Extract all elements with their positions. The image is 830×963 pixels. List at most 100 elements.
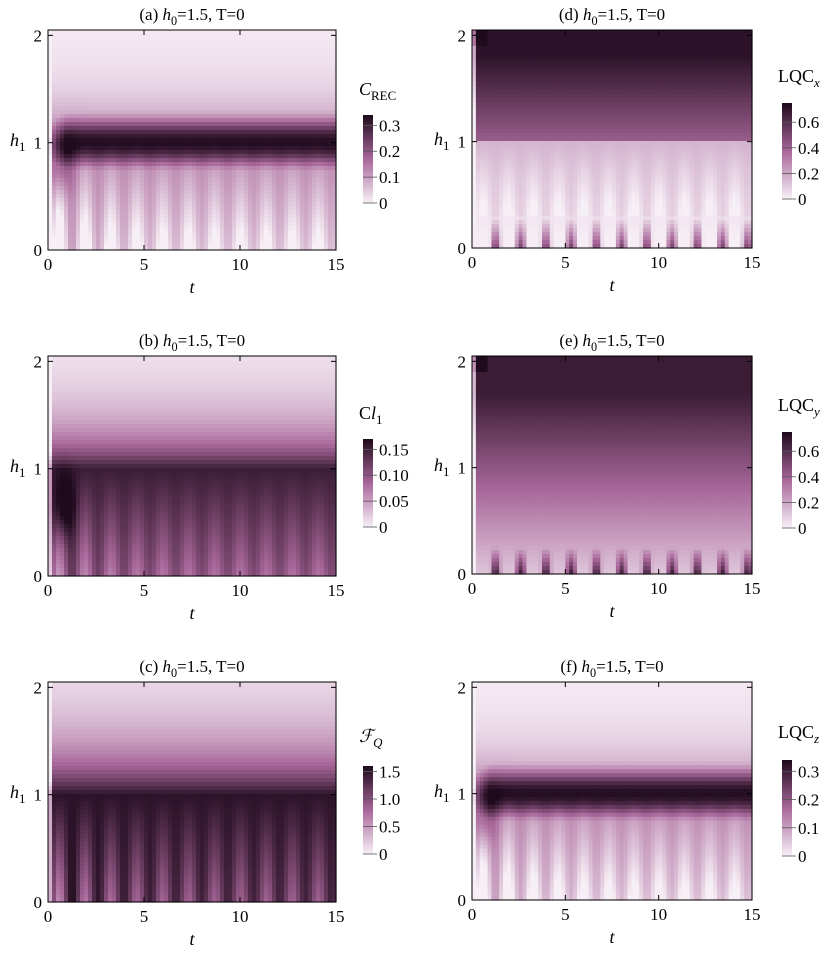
heatmap-cell [88, 206, 93, 211]
heatmap-cell [276, 110, 281, 115]
heatmap-cell [272, 54, 277, 59]
heatmap-cell [72, 214, 77, 219]
heatmap-cell [48, 38, 53, 43]
heatmap-cell [284, 54, 289, 59]
heatmap-cell [212, 242, 217, 247]
heatmap-cell [68, 126, 73, 131]
heatmap-cell [108, 408, 113, 413]
heatmap-cell [236, 134, 241, 139]
heatmap-cell [60, 78, 65, 83]
heatmap-cell [64, 226, 69, 231]
heatmap-cell [312, 94, 317, 99]
heatmap-cell [52, 58, 57, 63]
heatmap-cell [132, 110, 137, 115]
heatmap-cell [84, 230, 89, 235]
heatmap-cell [120, 58, 125, 63]
heatmap-cell [128, 234, 133, 239]
heatmap-cell [180, 138, 185, 143]
heatmap-cell [224, 118, 229, 123]
heatmap-cell [160, 58, 165, 63]
heatmap-cell [60, 532, 65, 537]
heatmap-cell [284, 114, 289, 119]
heatmap-cell [316, 162, 321, 167]
heatmap-cell [100, 500, 105, 505]
heatmap-cell [296, 202, 301, 207]
heatmap-cell [316, 138, 321, 143]
heatmap-cell [136, 142, 141, 147]
heatmap-cell [172, 218, 177, 223]
heatmap-cell [328, 66, 333, 71]
heatmap-cell [256, 82, 261, 87]
heatmap-cell [88, 38, 93, 43]
heatmap-cell [188, 114, 193, 119]
heatmap-cell [320, 110, 325, 115]
heatmap-cell [188, 146, 193, 151]
heatmap-cell [156, 214, 161, 219]
heatmap-cell [176, 174, 181, 179]
heatmap-cell [96, 226, 101, 231]
heatmap-cell [280, 118, 285, 123]
heatmap-cell [80, 552, 85, 557]
heatmap-cell [116, 70, 121, 75]
heatmap-cell [168, 218, 173, 223]
heatmap-cell [252, 202, 257, 207]
heatmap-cell [288, 94, 293, 99]
heatmap-cell [328, 202, 333, 207]
heatmap-cell [192, 206, 197, 211]
heatmap-cell [240, 46, 245, 51]
heatmap-cell [196, 210, 201, 215]
heatmap-cell [84, 70, 89, 75]
heatmap-cell [56, 158, 61, 163]
heatmap-cell [48, 548, 53, 553]
heatmap-cell [300, 102, 305, 107]
heatmap-cell [100, 408, 105, 413]
heatmap-cell [272, 42, 277, 47]
heatmap-cell [132, 74, 137, 79]
heatmap-cell [268, 226, 273, 231]
heatmap-cell [136, 222, 141, 227]
heatmap-cell [116, 436, 121, 441]
heatmap-cell [88, 46, 93, 51]
heatmap-cell [288, 150, 293, 155]
heatmap-cell [56, 46, 61, 51]
heatmap-cell [108, 94, 113, 99]
heatmap-cell [96, 230, 101, 235]
heatmap-cell [216, 74, 221, 79]
heatmap-cell [100, 86, 105, 91]
heatmap-cell [120, 150, 125, 155]
heatmap-cell [76, 480, 81, 485]
heatmap-cell [240, 178, 245, 183]
heatmap-cell [68, 110, 73, 115]
heatmap-cell [108, 46, 113, 51]
heatmap-cell [80, 174, 85, 179]
heatmap-cell [248, 170, 253, 175]
heatmap-cell [196, 190, 201, 195]
heatmap-cell [112, 198, 117, 203]
heatmap-cell [300, 34, 305, 39]
heatmap-cell [252, 58, 257, 63]
heatmap-cell [260, 102, 265, 107]
heatmap-cell [296, 102, 301, 107]
heatmap-cell [140, 46, 145, 51]
heatmap-cell [280, 62, 285, 67]
heatmap-cell [196, 74, 201, 79]
heatmap-cell [64, 556, 69, 561]
heatmap-cell [192, 218, 197, 223]
heatmap-cell [180, 30, 185, 35]
heatmap-cell [184, 226, 189, 231]
heatmap-cell [192, 110, 197, 115]
heatmap-cell [180, 46, 185, 51]
heatmap-cell [112, 70, 117, 75]
heatmap-cell [288, 194, 293, 199]
heatmap-cell [324, 106, 329, 111]
heatmap-cell [188, 214, 193, 219]
heatmap-cell [104, 170, 109, 175]
heatmap-cell [60, 138, 65, 143]
heatmap-cell [76, 62, 81, 67]
heatmap-cell [272, 146, 277, 151]
heatmap-cell [296, 50, 301, 55]
heatmap-cell [228, 118, 233, 123]
heatmap-cell [236, 54, 241, 59]
heatmap-cell [152, 110, 157, 115]
heatmap-cell [132, 66, 137, 71]
